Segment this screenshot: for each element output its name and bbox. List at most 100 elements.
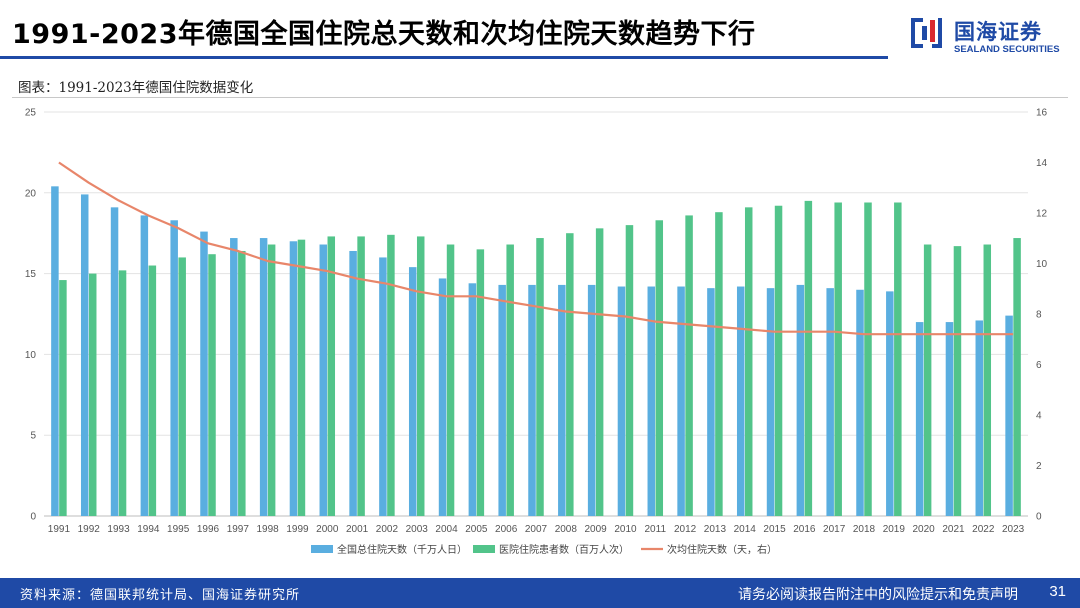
bar-total-days xyxy=(707,288,715,516)
legend-label: 全国总住院天数（千万人日） xyxy=(337,543,467,556)
y-left-tick-label: 0 xyxy=(30,512,36,523)
bar-total-days xyxy=(528,284,536,516)
bar-total-days xyxy=(319,244,328,516)
bar-total-days xyxy=(558,284,566,516)
legend-label: 次均住院天数（天，右） xyxy=(667,543,777,556)
slide-footer: 资料来源：德国联邦统计局、国海证券研究所 请务必阅读报告附注中的风险提示和免责声… xyxy=(0,578,1080,608)
y-left-tick-label: 5 xyxy=(30,431,36,442)
bar-total-days xyxy=(945,322,954,516)
x-tick-label: 2023 xyxy=(1002,524,1025,535)
bar-total-days xyxy=(915,322,924,516)
bar-patients xyxy=(506,244,514,516)
page-number: 31 xyxy=(1049,583,1066,600)
x-tick-label: 2004 xyxy=(435,524,458,535)
logo-brand-cn: 国海证券 xyxy=(954,20,1042,44)
bar-patients xyxy=(416,236,425,516)
y-right-tick-label: 10 xyxy=(1036,259,1048,270)
bar-total-days xyxy=(766,288,775,516)
x-tick-label: 2013 xyxy=(704,524,727,535)
bar-total-days xyxy=(140,215,149,516)
x-tick-label: 2000 xyxy=(316,524,339,535)
bar-patients xyxy=(446,244,455,516)
bar-total-days xyxy=(80,194,89,516)
x-tick-label: 1993 xyxy=(107,524,130,535)
y-right-tick-label: 8 xyxy=(1036,310,1042,321)
bar-patients xyxy=(88,273,97,516)
bar-patients xyxy=(894,202,902,516)
bar-total-days xyxy=(1005,315,1013,516)
x-tick-label: 2008 xyxy=(555,524,578,535)
bar-patients xyxy=(983,244,992,516)
bar-patients xyxy=(744,207,753,516)
bar-total-days xyxy=(736,286,745,516)
bar-total-days xyxy=(886,291,894,516)
x-tick-label: 2011 xyxy=(645,524,667,535)
bar-total-days xyxy=(796,284,805,516)
x-tick-label: 1992 xyxy=(78,524,101,535)
slide-header: 1991-2023年德国全国住院总天数和次均住院天数趋势下行 国海证券 SEAL… xyxy=(0,0,1080,62)
bar-total-days xyxy=(259,238,268,516)
bar-total-days xyxy=(587,284,596,516)
bar-patients xyxy=(1013,238,1021,516)
bar-total-days xyxy=(408,267,417,516)
bar-patients xyxy=(595,228,604,517)
bar-patients xyxy=(834,202,842,516)
bar-patients xyxy=(208,254,216,516)
bar-patients xyxy=(536,238,544,516)
bar-patients xyxy=(178,257,186,516)
x-tick-label: 2016 xyxy=(793,524,816,535)
y-left-tick-label: 25 xyxy=(25,108,37,119)
x-tick-label: 2001 xyxy=(346,524,369,535)
bar-patients xyxy=(864,202,872,516)
bar-total-days xyxy=(51,186,59,516)
bar-total-days xyxy=(230,238,238,516)
bar-patients xyxy=(59,280,67,516)
bar-patients xyxy=(267,244,276,516)
bar-total-days xyxy=(975,320,984,516)
bar-patients xyxy=(774,205,783,516)
bar-patients xyxy=(804,200,813,516)
header-rule xyxy=(0,56,888,59)
bar-total-days xyxy=(170,220,178,516)
x-tick-label: 2021 xyxy=(942,524,965,535)
bar-patients xyxy=(387,234,395,517)
bar-patients xyxy=(476,249,485,517)
hospital-stats-chart: 0 5 10 15 20 25 0 2 4 6 8 10 12 14 16 1991 1992 1993 1994 1… xyxy=(25,108,1048,557)
x-tick-label: 1997 xyxy=(227,524,250,535)
x-tick-label: 2009 xyxy=(585,524,608,535)
line-avg-stay xyxy=(58,161,1014,336)
subtitle-divider xyxy=(12,97,1068,98)
bar-patients xyxy=(566,233,574,516)
bar-total-days xyxy=(468,283,477,516)
bar-total-days xyxy=(289,241,298,516)
disclaimer-text: 请务必阅读报告附注中的风险提示和免责声明 xyxy=(738,587,1018,603)
x-tick-label: 1991 xyxy=(48,524,71,535)
bar-patients xyxy=(953,246,962,517)
x-tick-label: 1994 xyxy=(137,524,160,535)
bar-patients xyxy=(238,250,246,516)
x-tick-label: 2002 xyxy=(376,524,399,535)
y-left-tick-label: 20 xyxy=(25,188,37,199)
x-tick-label: 1998 xyxy=(257,524,280,535)
x-tick-label: 2015 xyxy=(763,524,786,535)
y-right-tick-label: 0 xyxy=(1036,512,1042,523)
bar-patients xyxy=(118,270,127,516)
bar-patients xyxy=(625,225,634,516)
chart-area: 0 5 10 15 20 25 0 2 4 6 8 10 12 14 16 1991 1992 1993 1994 1… xyxy=(0,100,1080,570)
y-right-tick-label: 4 xyxy=(1036,411,1042,422)
bar-total-days xyxy=(349,250,357,516)
bar-total-days xyxy=(856,289,864,516)
y-left-tick-label: 15 xyxy=(25,269,37,280)
bar-patients xyxy=(297,239,306,516)
legend-swatch xyxy=(311,545,333,553)
bar-total-days xyxy=(617,286,626,516)
page-title: 1991-2023年德国全国住院总天数和次均住院天数趋势下行 xyxy=(12,19,756,50)
x-tick-label: 2012 xyxy=(674,524,697,535)
x-tick-label: 2022 xyxy=(972,524,995,535)
sealand-logo-icon xyxy=(911,18,942,48)
y-left-tick-label: 10 xyxy=(25,350,37,361)
bar-patients xyxy=(685,215,693,516)
x-tick-label: 2010 xyxy=(614,524,637,535)
legend-label: 医院住院患者数（百万人次） xyxy=(499,543,629,556)
x-tick-label: 2006 xyxy=(495,524,518,535)
